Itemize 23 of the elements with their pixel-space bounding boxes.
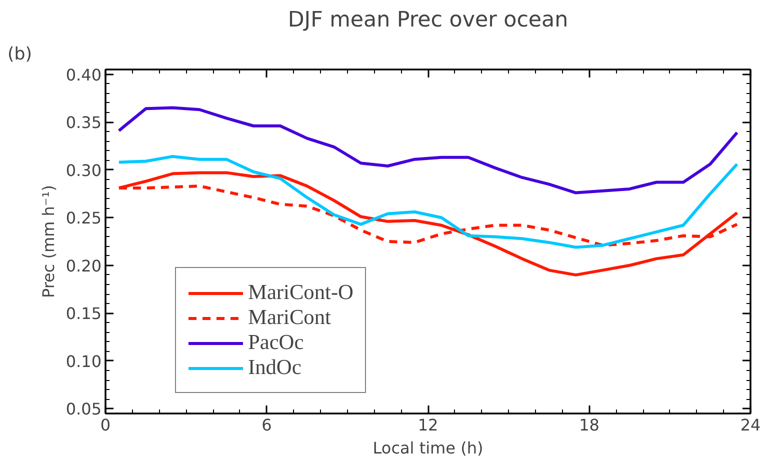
x-tick-label: 18 [579, 416, 600, 434]
y-tick-label: 0.10 [66, 352, 102, 371]
x-tick-label: 24 [740, 416, 761, 434]
chart-title: DJF mean Prec over ocean [288, 8, 568, 32]
line-series [117, 106, 739, 194]
y-tick-label: 0.20 [66, 256, 102, 276]
x-axis-title: Local time (h) [372, 438, 484, 458]
y-tick-label: 0.25 [66, 208, 102, 228]
line-series [117, 154, 739, 249]
legend-label: IndOc [248, 355, 302, 380]
legend-label: MariCont [248, 305, 331, 330]
y-tick-label: 0.40 [66, 65, 102, 84]
y-tick-label: 0.35 [66, 113, 102, 132]
x-tick-label: 0 [100, 416, 111, 434]
legend-label: PacOc [248, 330, 304, 355]
legend-label: MariCont-O [248, 280, 354, 305]
y-axis-title: Prec (mm h⁻¹) [38, 184, 58, 298]
x-tick-label: 6 [262, 416, 272, 434]
y-tick-label: 0.05 [66, 400, 102, 419]
y-tick-label: 0.15 [66, 304, 102, 324]
text: (b) [8, 44, 32, 64]
y-tick-label: 0.30 [66, 160, 102, 180]
x-tick-label: 12 [418, 416, 438, 434]
